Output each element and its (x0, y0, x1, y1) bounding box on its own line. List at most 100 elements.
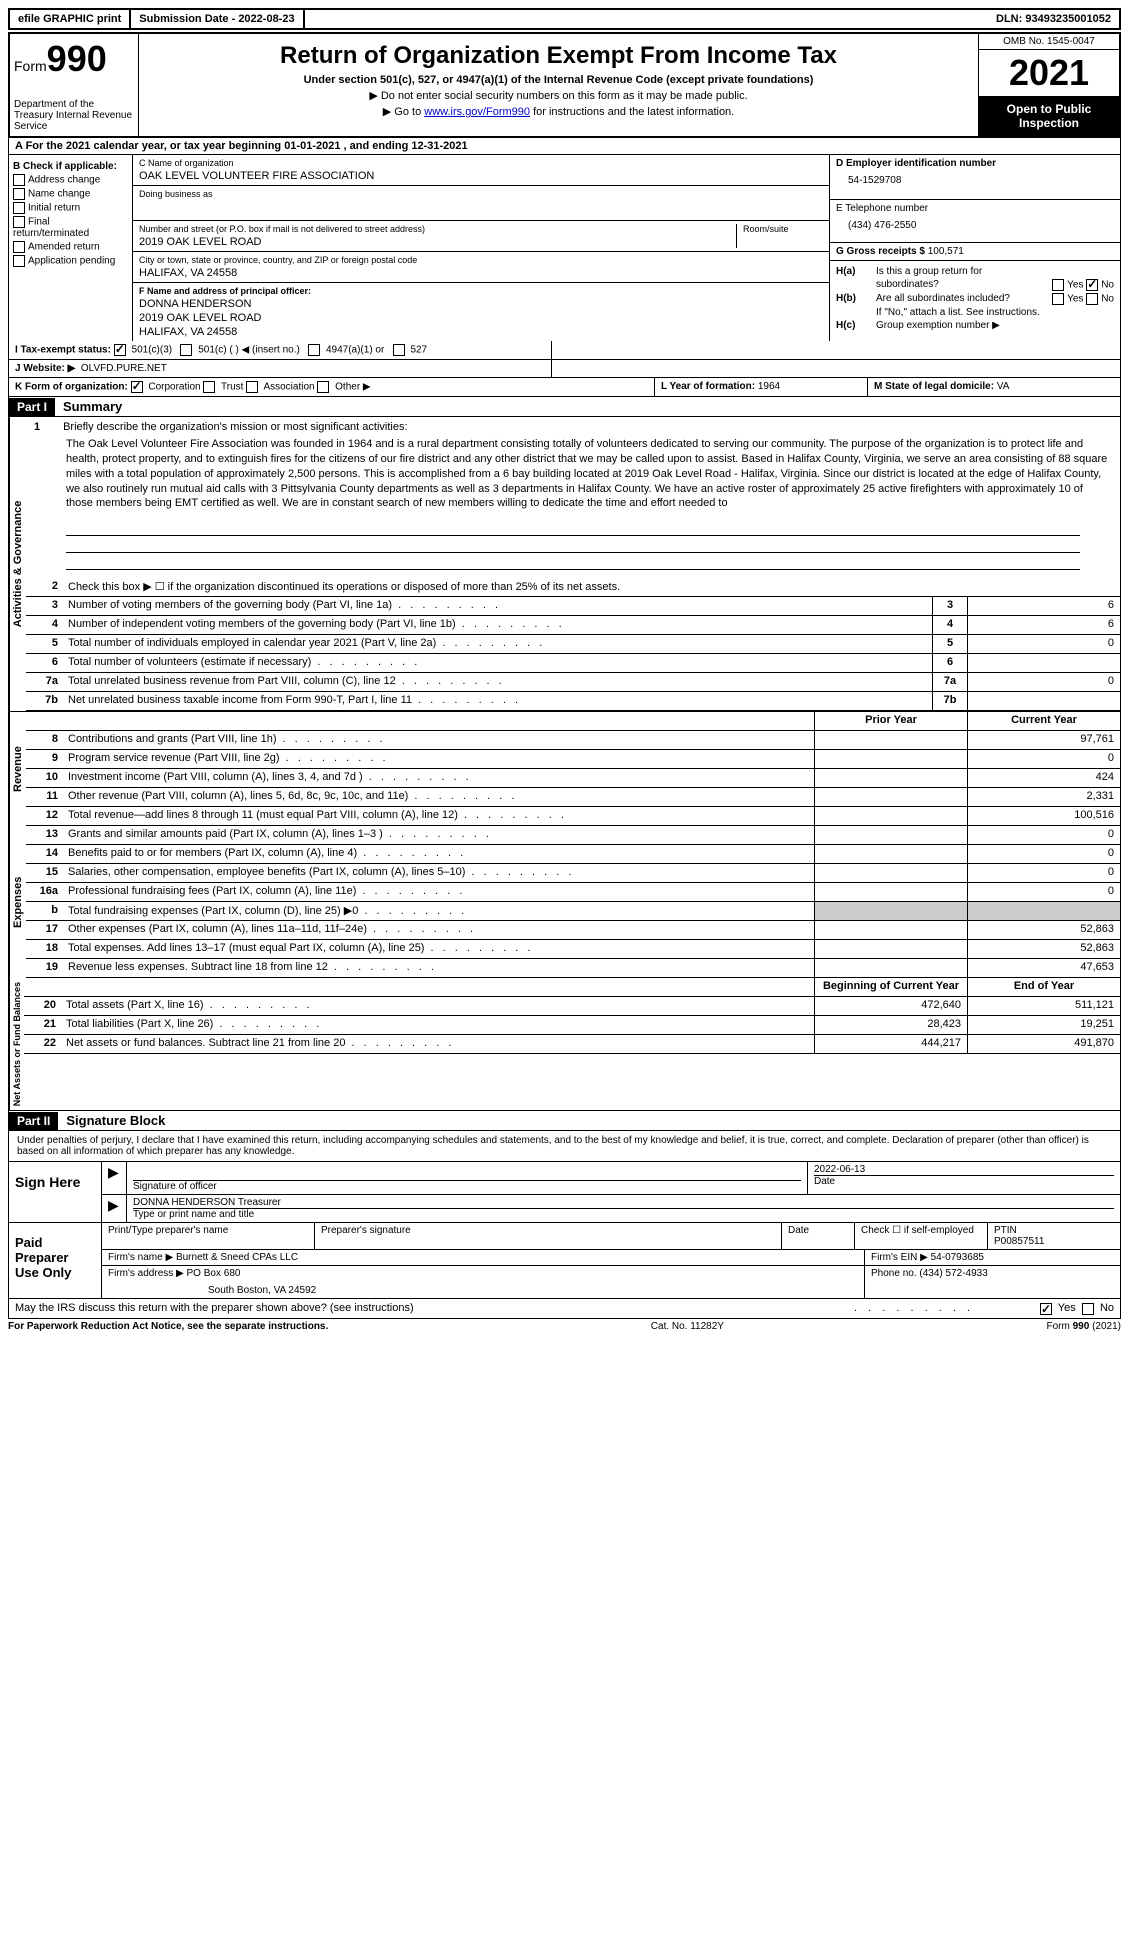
table-row: 3Number of voting members of the governi… (26, 597, 1120, 616)
501c3-checkbox[interactable] (114, 344, 126, 356)
table-row: 5Total number of individuals employed in… (26, 635, 1120, 654)
ha-yes-checkbox[interactable] (1052, 279, 1064, 291)
hb-text: Are all subordinates included? (876, 293, 1052, 305)
table-row: 22Net assets or fund balances. Subtract … (24, 1035, 1120, 1054)
rev-label: Revenue (9, 712, 26, 826)
prior-year-header: Prior Year (814, 712, 967, 730)
checkbox-initial-return[interactable] (13, 202, 25, 214)
table-row: 21Total liabilities (Part X, line 26)28,… (24, 1016, 1120, 1035)
corp-checkbox[interactable] (131, 381, 143, 393)
efile-print-button[interactable]: efile GRAPHIC print (10, 10, 131, 28)
submission-date: Submission Date - 2022-08-23 (131, 10, 304, 28)
sig-date-label: Date (814, 1176, 1114, 1187)
receipts-label: G Gross receipts $ (836, 246, 925, 257)
goto-post: for instructions and the latest informat… (530, 106, 734, 118)
mission-text: The Oak Level Volunteer Fire Association… (26, 433, 1120, 519)
hb-yes-checkbox[interactable] (1052, 293, 1064, 305)
dln-label: DLN: 93493235001052 (988, 10, 1119, 28)
line2-desc: Check this box ▶ ☐ if the organization d… (64, 578, 1120, 596)
org-form-label: K Form of organization: (15, 382, 128, 393)
goto-pre: ▶ Go to (383, 106, 424, 118)
discuss-yes-checkbox[interactable] (1040, 1303, 1052, 1315)
4947-checkbox[interactable] (308, 344, 320, 356)
firm-ein: 54-0793685 (931, 1252, 984, 1263)
ein-value: 54-1529708 (836, 169, 1114, 192)
footer-mid: Cat. No. 11282Y (651, 1321, 724, 1332)
part1-title: Summary (55, 397, 130, 416)
current-year-header: Current Year (967, 712, 1120, 730)
form-header: Form990 Department of the Treasury Inter… (8, 32, 1121, 138)
topbar: efile GRAPHIC print Submission Date - 20… (8, 8, 1121, 30)
ptin-value: P00857511 (994, 1236, 1044, 1247)
checkbox-application-pending[interactable] (13, 255, 25, 267)
declaration-text: Under penalties of perjury, I declare th… (9, 1131, 1120, 1161)
self-emp-label: Check ☐ if self-employed (855, 1223, 988, 1249)
org-name: OAK LEVEL VOLUNTEER FIRE ASSOCIATION (139, 170, 823, 182)
entity-block: B Check if applicable: Address change Na… (8, 155, 1121, 341)
table-row: 10Investment income (Part VIII, column (… (26, 769, 1120, 788)
part2-header: Part II (9, 1112, 58, 1130)
table-row: 12Total revenue—add lines 8 through 11 (… (26, 807, 1120, 826)
table-row: 13Grants and similar amounts paid (Part … (26, 826, 1120, 845)
omb-number: OMB No. 1545-0047 (979, 34, 1119, 50)
officer-name: DONNA HENDERSON (139, 298, 823, 310)
firm-name: Burnett & Sneed CPAs LLC (176, 1252, 298, 1263)
hb-note: If "No," attach a list. See instructions… (836, 307, 1114, 318)
ha-no-checkbox[interactable] (1086, 279, 1098, 291)
ag-label: Activities & Governance (9, 417, 26, 711)
footer-left: For Paperwork Reduction Act Notice, see … (8, 1321, 328, 1332)
net-label: Net Assets or Fund Balances (9, 978, 24, 1110)
table-row: 7aTotal unrelated business revenue from … (26, 673, 1120, 692)
footer: For Paperwork Reduction Act Notice, see … (8, 1319, 1121, 1334)
501c-checkbox[interactable] (180, 344, 192, 356)
table-row: 9Program service revenue (Part VIII, lin… (26, 750, 1120, 769)
other-checkbox[interactable] (317, 381, 329, 393)
state-domicile-label: M State of legal domicile: (874, 381, 994, 392)
irs-link[interactable]: www.irs.gov/Form990 (424, 106, 530, 118)
checkbox-address-change[interactable] (13, 174, 25, 186)
prep-sig-label: Preparer's signature (315, 1223, 782, 1249)
table-row: 8Contributions and grants (Part VIII, li… (26, 731, 1120, 750)
exp-label: Expenses (9, 826, 26, 978)
hc-text: Group exemption number ▶ (876, 320, 1000, 331)
sig-date: 2022-06-13 (814, 1164, 1114, 1176)
checkbox-amended[interactable] (13, 241, 25, 253)
firm-addr2: South Boston, VA 24592 (108, 1279, 858, 1296)
form-number: 990 (47, 38, 107, 79)
table-row: 19Revenue less expenses. Subtract line 1… (26, 959, 1120, 978)
form-title: Return of Organization Exempt From Incom… (147, 42, 970, 70)
table-row: 20Total assets (Part X, line 16)472,6405… (24, 997, 1120, 1016)
527-checkbox[interactable] (393, 344, 405, 356)
firm-phone-label: Phone no. (871, 1268, 917, 1279)
assoc-checkbox[interactable] (246, 381, 258, 393)
city-label: City or town, state or province, country… (139, 255, 823, 265)
sig-name-label: Type or print name and title (133, 1209, 1114, 1220)
trust-checkbox[interactable] (203, 381, 215, 393)
table-row: 7bNet unrelated business taxable income … (26, 692, 1120, 711)
discuss-no-checkbox[interactable] (1082, 1303, 1094, 1315)
form-label: Form (14, 58, 47, 74)
officer-city: HALIFAX, VA 24558 (139, 326, 823, 338)
table-row: 17Other expenses (Part IX, column (A), l… (26, 921, 1120, 940)
activities-governance-section: Activities & Governance 1 Briefly descri… (8, 417, 1121, 711)
col-b-checkboxes: B Check if applicable: Address change Na… (9, 155, 133, 341)
checkbox-name-change[interactable] (13, 188, 25, 200)
end-year-header: End of Year (967, 978, 1120, 996)
part1-header: Part I (9, 398, 55, 416)
discuss-label: May the IRS discuss this return with the… (15, 1302, 854, 1314)
table-row: bTotal fundraising expenses (Part IX, co… (26, 902, 1120, 921)
state-domicile: VA (997, 381, 1010, 392)
inspection-label: Open to Public Inspection (979, 96, 1119, 136)
hb-no-checkbox[interactable] (1086, 293, 1098, 305)
ha-sub: subordinates? (876, 279, 939, 291)
arrow-icon: ▶ (108, 1197, 119, 1213)
signature-block: Under penalties of perjury, I declare th… (8, 1131, 1121, 1318)
phone-label: E Telephone number (836, 203, 1114, 214)
table-row: 14Benefits paid to or for members (Part … (26, 845, 1120, 864)
org-name-label: C Name of organization (139, 158, 823, 168)
street-value: 2019 OAK LEVEL ROAD (139, 236, 736, 248)
checkbox-final-return[interactable] (13, 216, 25, 228)
revenue-section: Revenue Prior Year Current Year 8Contrib… (8, 711, 1121, 826)
receipts-value: 100,571 (928, 246, 964, 257)
year-formation: 1964 (758, 381, 780, 392)
